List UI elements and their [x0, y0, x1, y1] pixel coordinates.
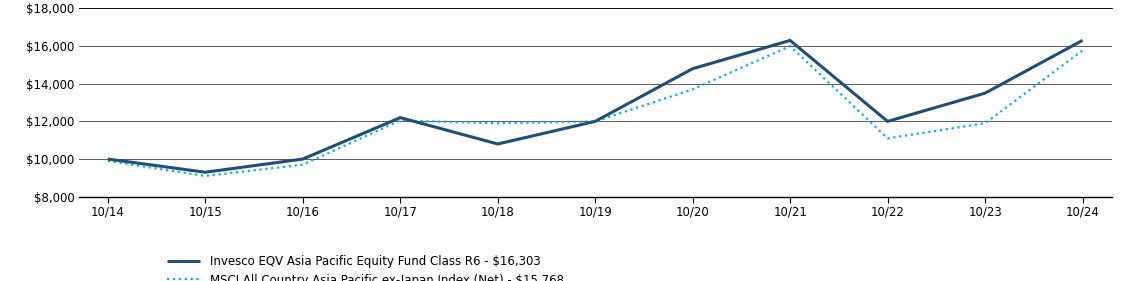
Invesco EQV Asia Pacific Equity Fund Class R6 - $16,303 — [1076, 39, 1089, 42]
MSCI All Country Asia Pacific ex-Japan Index (Net) - $15,768 — [393, 119, 407, 122]
Invesco EQV Asia Pacific Equity Fund Class R6 - $16,303 — [491, 142, 504, 146]
MSCI All Country Asia Pacific ex-Japan Index (Net) - $15,768 — [1076, 49, 1089, 52]
Invesco EQV Asia Pacific Equity Fund Class R6 - $16,303 — [199, 171, 212, 174]
Legend: Invesco EQV Asia Pacific Equity Fund Class R6 - $16,303, MSCI All Country Asia P: Invesco EQV Asia Pacific Equity Fund Cla… — [167, 255, 564, 281]
MSCI All Country Asia Pacific ex-Japan Index (Net) - $15,768 — [491, 122, 504, 125]
Line: MSCI All Country Asia Pacific ex-Japan Index (Net) - $15,768: MSCI All Country Asia Pacific ex-Japan I… — [108, 46, 1083, 176]
Invesco EQV Asia Pacific Equity Fund Class R6 - $16,303 — [296, 157, 310, 161]
Invesco EQV Asia Pacific Equity Fund Class R6 - $16,303 — [686, 67, 700, 70]
MSCI All Country Asia Pacific ex-Japan Index (Net) - $15,768 — [784, 44, 797, 48]
Invesco EQV Asia Pacific Equity Fund Class R6 - $16,303 — [784, 39, 797, 42]
Invesco EQV Asia Pacific Equity Fund Class R6 - $16,303 — [880, 120, 894, 123]
MSCI All Country Asia Pacific ex-Japan Index (Net) - $15,768 — [978, 122, 992, 125]
MSCI All Country Asia Pacific ex-Japan Index (Net) - $15,768 — [686, 88, 700, 91]
MSCI All Country Asia Pacific ex-Japan Index (Net) - $15,768 — [588, 120, 602, 123]
Invesco EQV Asia Pacific Equity Fund Class R6 - $16,303 — [101, 157, 115, 161]
MSCI All Country Asia Pacific ex-Japan Index (Net) - $15,768 — [880, 137, 894, 140]
Invesco EQV Asia Pacific Equity Fund Class R6 - $16,303 — [588, 120, 602, 123]
Line: Invesco EQV Asia Pacific Equity Fund Class R6 - $16,303: Invesco EQV Asia Pacific Equity Fund Cla… — [108, 40, 1083, 172]
MSCI All Country Asia Pacific ex-Japan Index (Net) - $15,768 — [296, 163, 310, 166]
MSCI All Country Asia Pacific ex-Japan Index (Net) - $15,768 — [199, 174, 212, 178]
Invesco EQV Asia Pacific Equity Fund Class R6 - $16,303 — [393, 116, 407, 119]
MSCI All Country Asia Pacific ex-Japan Index (Net) - $15,768 — [101, 159, 115, 163]
Invesco EQV Asia Pacific Equity Fund Class R6 - $16,303 — [978, 91, 992, 95]
